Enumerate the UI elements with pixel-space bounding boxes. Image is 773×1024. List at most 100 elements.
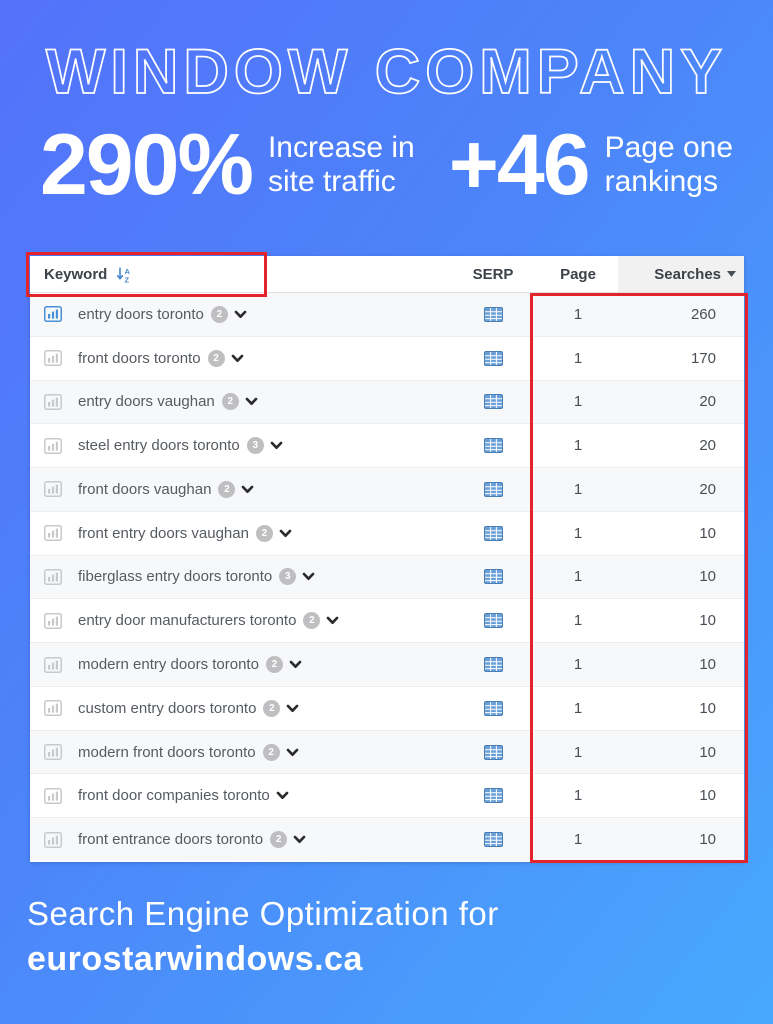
- searches-value: 10: [699, 699, 716, 717]
- chevron-down-icon[interactable]: [270, 441, 283, 450]
- chevron-down-icon[interactable]: [302, 572, 315, 581]
- keyword-count-badge[interactable]: 2: [207, 349, 225, 367]
- bar-chart-icon[interactable]: [44, 393, 62, 410]
- searches-value: 170: [690, 349, 716, 367]
- searches-value: 10: [699, 831, 716, 849]
- stat-traffic: 290% Increase in site traffic: [40, 122, 415, 208]
- searches-value: 20: [699, 480, 716, 498]
- keyword-cell: front entry doors vaughan 2: [30, 524, 448, 542]
- keyword-cell: custom entry doors toronto 2: [30, 699, 448, 717]
- page-value: 1: [573, 699, 583, 717]
- searches-value: 10: [699, 656, 716, 673]
- chevron-down-icon[interactable]: [326, 616, 339, 625]
- serp-grid-icon[interactable]: [483, 350, 503, 366]
- chevron-down-icon[interactable]: [286, 748, 299, 757]
- keyword-cell: steel entry doors toronto 3: [30, 437, 448, 455]
- page-value: 1: [573, 612, 583, 630]
- keyword-count-badge[interactable]: 2: [210, 305, 228, 323]
- keyword-cell: front door companies toronto: [30, 787, 448, 804]
- searches-header-label: Searches: [654, 265, 721, 283]
- page-value: 1: [573, 831, 583, 849]
- keyword-count-badge[interactable]: 2: [303, 612, 321, 630]
- chevron-down-icon[interactable]: [289, 660, 302, 669]
- serp-cell: [448, 569, 538, 585]
- bar-chart-icon[interactable]: [44, 437, 62, 454]
- keyword-header-label: Keyword: [44, 265, 108, 283]
- column-header-searches[interactable]: Searches: [618, 256, 744, 292]
- searches-value: 10: [699, 743, 716, 761]
- bar-chart-icon[interactable]: [44, 787, 62, 804]
- table-row: custom entry doors toronto 2 1 10: [30, 686, 744, 731]
- serp-grid-icon[interactable]: [483, 481, 503, 497]
- page-value: 1: [573, 480, 583, 498]
- table-row: steel entry doors toronto 3 1 20: [30, 424, 744, 469]
- stat-traffic-label-line1: Increase in: [267, 131, 415, 165]
- chevron-down-icon[interactable]: [279, 529, 292, 538]
- serp-cell: [448, 481, 538, 497]
- keyword-count-badge[interactable]: 2: [265, 656, 283, 673]
- serp-grid-icon[interactable]: [483, 613, 503, 629]
- serp-grid-icon[interactable]: [483, 438, 503, 454]
- footer-caption: Search Engine Optimization for: [27, 895, 499, 932]
- keyword-count-badge[interactable]: 3: [279, 568, 297, 586]
- keyword-count-badge[interactable]: 2: [255, 524, 273, 542]
- chevron-down-icon[interactable]: [293, 835, 306, 844]
- serp-grid-icon[interactable]: [483, 788, 503, 804]
- keyword-count-badge[interactable]: 2: [262, 743, 280, 761]
- bar-chart-icon[interactable]: [44, 481, 62, 498]
- chevron-down-icon[interactable]: [241, 485, 254, 494]
- page-value: 1: [573, 393, 583, 411]
- keyword-count-badge[interactable]: 2: [263, 699, 281, 717]
- serp-grid-icon[interactable]: [483, 306, 503, 322]
- chevron-down-icon[interactable]: [231, 354, 244, 363]
- searches-value: 10: [699, 787, 716, 805]
- page-value: 1: [573, 787, 583, 805]
- serp-cell: [448, 350, 538, 366]
- page-header-label: Page: [560, 265, 596, 283]
- serp-grid-icon[interactable]: [483, 569, 503, 585]
- bar-chart-icon[interactable]: [44, 612, 62, 629]
- footer: Search Engine Optimization for eurostarw…: [27, 895, 499, 979]
- page-value: 1: [573, 437, 583, 455]
- bar-chart-icon[interactable]: [44, 350, 62, 367]
- bar-chart-icon[interactable]: [44, 656, 62, 673]
- serp-grid-icon[interactable]: [483, 832, 503, 848]
- table-header: Keyword A Z SERP Page Searches: [30, 256, 744, 293]
- bar-chart-icon[interactable]: [44, 568, 62, 585]
- bar-chart-icon[interactable]: [44, 744, 62, 761]
- keyword-count-badge[interactable]: 2: [270, 831, 288, 849]
- column-header-page[interactable]: Page: [538, 256, 618, 292]
- keyword-cell: front entrance doors toronto 2: [30, 831, 448, 849]
- chevron-down-icon[interactable]: [286, 704, 299, 713]
- bar-chart-icon[interactable]: [44, 525, 62, 542]
- chevron-down-icon[interactable]: [276, 791, 289, 800]
- keyword-text: front entry doors vaughan: [78, 524, 249, 542]
- serp-grid-icon[interactable]: [483, 657, 503, 672]
- bar-chart-icon[interactable]: [44, 700, 62, 717]
- serp-header-label: SERP: [472, 265, 514, 283]
- serp-grid-icon[interactable]: [483, 525, 503, 541]
- keyword-text: custom entry doors toronto: [78, 699, 257, 717]
- keyword-count-badge[interactable]: 2: [221, 393, 239, 411]
- chevron-down-icon[interactable]: [245, 397, 258, 406]
- page-value: 1: [573, 349, 583, 367]
- bar-chart-icon[interactable]: [44, 831, 62, 848]
- page-value: 1: [573, 305, 583, 323]
- searches-value: 260: [690, 305, 716, 323]
- searches-value: 10: [699, 524, 716, 542]
- column-header-keyword[interactable]: Keyword A Z: [30, 256, 448, 292]
- column-header-serp[interactable]: SERP: [448, 256, 538, 292]
- bar-chart-icon[interactable]: [44, 306, 62, 323]
- searches-value: 10: [699, 612, 716, 630]
- serp-grid-icon[interactable]: [483, 700, 503, 716]
- page-value: 1: [573, 656, 583, 673]
- keyword-text: entry door manufacturers toronto: [78, 612, 297, 630]
- table-row: front doors vaughan 2 1 20: [30, 468, 744, 512]
- keyword-count-badge[interactable]: 2: [218, 480, 236, 498]
- keyword-count-badge[interactable]: 3: [246, 437, 264, 455]
- serp-grid-icon[interactable]: [483, 744, 503, 760]
- svg-text:A: A: [125, 267, 131, 276]
- chevron-down-icon[interactable]: [234, 310, 247, 319]
- keyword-cell: entry door manufacturers toronto 2: [30, 612, 448, 630]
- serp-grid-icon[interactable]: [483, 394, 503, 410]
